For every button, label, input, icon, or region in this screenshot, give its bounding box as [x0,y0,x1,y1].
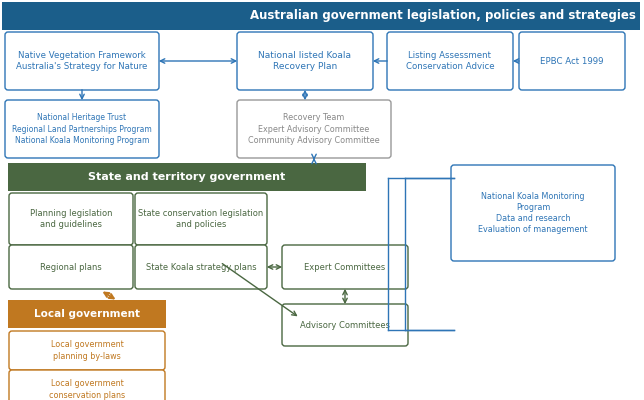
Text: Local government: Local government [34,309,140,319]
FancyBboxPatch shape [5,100,159,158]
Text: Expert Committees: Expert Committees [305,262,386,272]
FancyBboxPatch shape [8,163,366,191]
FancyBboxPatch shape [2,2,640,30]
FancyBboxPatch shape [8,300,166,328]
Text: State Koala strategy plans: State Koala strategy plans [146,262,256,272]
FancyBboxPatch shape [9,370,165,400]
FancyBboxPatch shape [9,245,133,289]
Text: Local government
conservation plans: Local government conservation plans [49,380,125,400]
Text: Regional plans: Regional plans [40,262,102,272]
FancyBboxPatch shape [9,193,133,245]
Text: Listing Assessment
Conservation Advice: Listing Assessment Conservation Advice [406,51,495,71]
FancyBboxPatch shape [282,245,408,289]
Text: National listed Koala
Recovery Plan: National listed Koala Recovery Plan [258,51,352,71]
Text: State and territory government: State and territory government [88,172,286,182]
Text: State conservation legislation
and policies: State conservation legislation and polic… [138,209,263,229]
FancyBboxPatch shape [237,32,373,90]
FancyBboxPatch shape [237,100,391,158]
FancyBboxPatch shape [135,193,267,245]
FancyBboxPatch shape [282,304,408,346]
FancyBboxPatch shape [451,165,615,261]
FancyBboxPatch shape [387,32,513,90]
Text: Recovery Team
Expert Advisory Committee
Community Advisory Committee: Recovery Team Expert Advisory Committee … [248,114,380,144]
FancyBboxPatch shape [9,331,165,370]
Text: National Koala Monitoring
Program
Data and research
Evaluation of management: National Koala Monitoring Program Data a… [478,192,588,234]
Text: Advisory Committees: Advisory Committees [300,320,390,330]
FancyBboxPatch shape [519,32,625,90]
Text: Local government
planning by-laws: Local government planning by-laws [51,340,124,360]
Text: Australian government legislation, policies and strategies: Australian government legislation, polic… [250,10,636,22]
Text: Planning legislation
and guidelines: Planning legislation and guidelines [30,209,112,229]
Text: EPBC Act 1999: EPBC Act 1999 [540,56,603,66]
Text: National Heritage Trust
Regional Land Partnerships Program
National Koala Monito: National Heritage Trust Regional Land Pa… [12,114,152,144]
FancyBboxPatch shape [5,32,159,90]
FancyBboxPatch shape [135,245,267,289]
Text: Native Vegetation Framework
Australia's Strategy for Nature: Native Vegetation Framework Australia's … [16,51,147,71]
